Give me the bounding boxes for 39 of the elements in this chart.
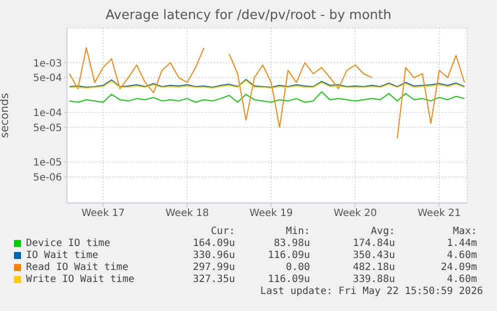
legend-label: Write IO Wait time — [26, 274, 134, 285]
x-tick-label: Week 21 — [418, 208, 461, 220]
chart-title: Average latency for /dev/pv/root - by month — [104, 8, 392, 23]
text: 0.00 — [286, 262, 310, 273]
text: Max: — [452, 226, 477, 237]
x-tick-label: Week 20 — [334, 208, 377, 220]
text: 327.35u — [192, 274, 235, 285]
text: Last update: Fri May 22 15:50:59 2026 — [259, 286, 484, 298]
legend-label: Read IO Wait time — [26, 262, 128, 273]
text: 24.09m — [440, 262, 477, 273]
text: 350.43u — [352, 250, 395, 261]
text: Cur: — [210, 226, 235, 237]
text: 4.60m — [446, 274, 477, 285]
text: 116.09u — [268, 274, 310, 285]
line-series — [69, 91, 465, 103]
text: Avg: — [370, 226, 395, 237]
text: 4.60m — [446, 250, 477, 261]
y-tick-label: 5e-04 — [33, 73, 62, 84]
text: 482.18u — [352, 262, 395, 273]
text: 297.99u — [192, 262, 235, 273]
y-tick-label: 1e-05 — [33, 158, 62, 169]
y-tick-label: 1e-03 — [33, 58, 62, 70]
x-tick-label: Week 18 — [166, 208, 209, 220]
y-tick-label: 1e-04 — [33, 108, 62, 119]
legend-label: Device IO time — [26, 238, 110, 249]
text: 116.09u — [268, 250, 310, 261]
legend-label: IO Wait time — [26, 250, 98, 261]
x-tick-label: Week 17 — [81, 208, 125, 220]
text: 174.84u — [352, 238, 395, 249]
y-tick-label: 5e-06 — [33, 172, 62, 184]
y-tick-label: 5e-05 — [33, 122, 62, 134]
text: Min: — [286, 226, 310, 237]
text: 164.09u — [192, 238, 235, 249]
text: 330.96u — [192, 250, 235, 261]
text: 339.88u — [352, 274, 395, 285]
text: 83.98u — [274, 238, 310, 249]
x-tick-label: Week 19 — [250, 208, 293, 220]
text: 1.44m — [446, 238, 477, 249]
y-axis-title: seconds — [0, 92, 11, 138]
